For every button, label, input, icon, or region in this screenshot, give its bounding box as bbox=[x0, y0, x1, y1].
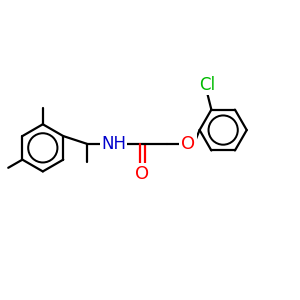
Text: Cl: Cl bbox=[199, 76, 215, 94]
Text: O: O bbox=[181, 135, 195, 153]
Text: NH: NH bbox=[101, 135, 126, 153]
Text: O: O bbox=[136, 165, 150, 183]
